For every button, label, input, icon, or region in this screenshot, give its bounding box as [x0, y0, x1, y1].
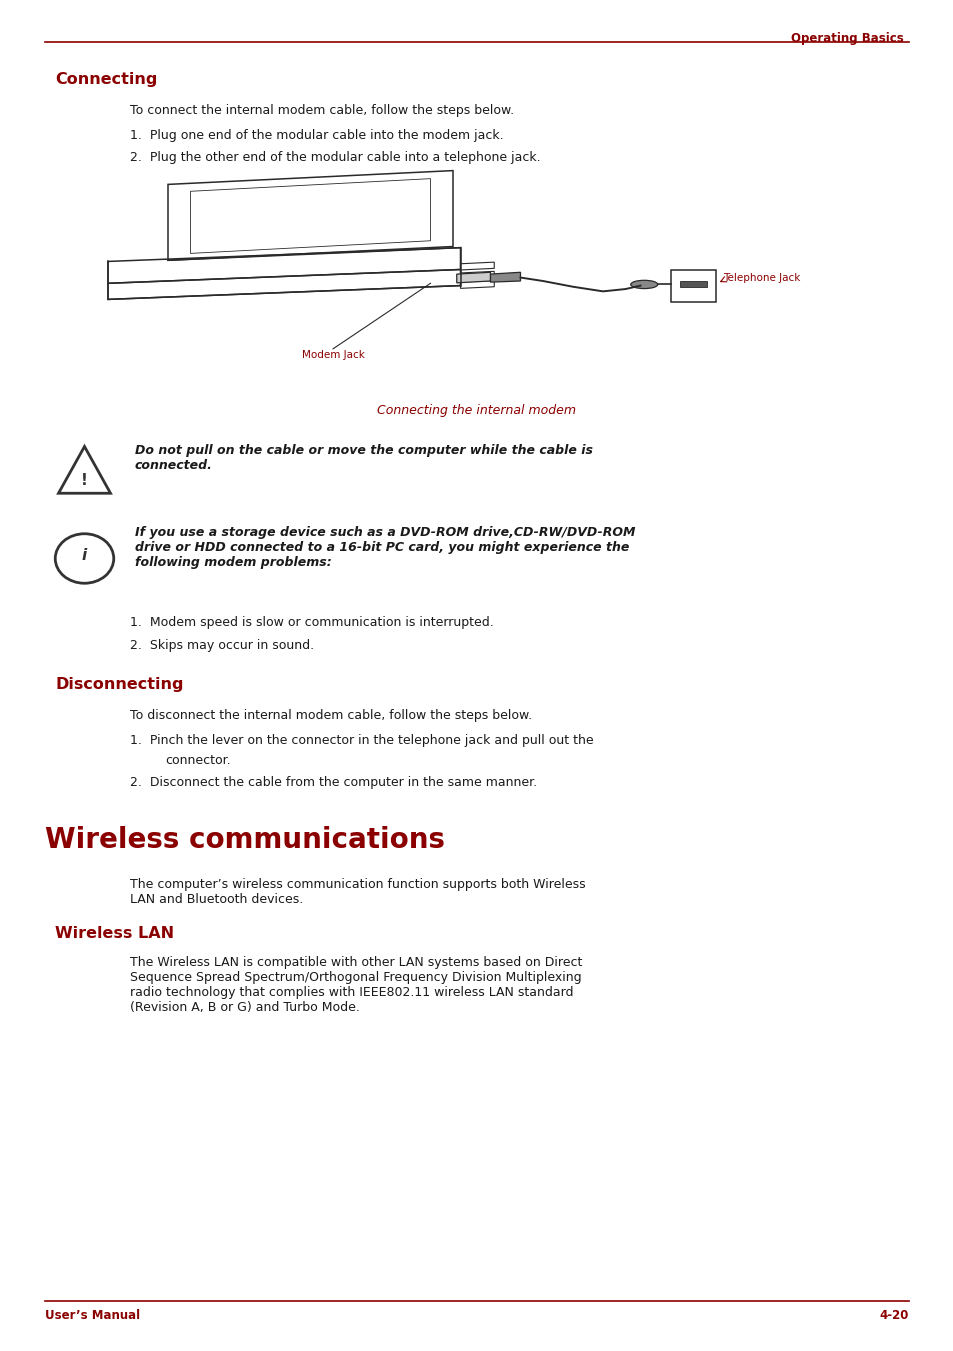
- Text: !: !: [81, 473, 88, 488]
- Text: To connect the internal modem cable, follow the steps below.: To connect the internal modem cable, fol…: [130, 104, 514, 118]
- Text: The Wireless LAN is compatible with other LAN systems based on Direct
Sequence S: The Wireless LAN is compatible with othe…: [130, 957, 581, 1015]
- Text: Connecting the internal modem: Connecting the internal modem: [377, 404, 576, 417]
- Text: If you use a storage device such as a DVD-ROM drive,CD-RW/DVD-ROM
drive or HDD c: If you use a storage device such as a DV…: [135, 526, 635, 569]
- Polygon shape: [679, 281, 706, 288]
- Text: User’s Manual: User’s Manual: [45, 1309, 140, 1323]
- Text: 2.  Disconnect the cable from the computer in the same manner.: 2. Disconnect the cable from the compute…: [130, 775, 537, 789]
- Polygon shape: [456, 273, 490, 282]
- Text: Modem Jack: Modem Jack: [301, 350, 364, 359]
- Text: 1.  Modem speed is slow or communication is interrupted.: 1. Modem speed is slow or communication …: [130, 616, 494, 630]
- Polygon shape: [460, 281, 494, 288]
- Text: i: i: [82, 549, 87, 563]
- Text: The computer’s wireless communication function supports both Wireless
LAN and Bl: The computer’s wireless communication fu…: [130, 878, 585, 907]
- Text: 1.  Plug one end of the modular cable into the modem jack.: 1. Plug one end of the modular cable int…: [130, 128, 503, 142]
- Text: 2.  Plug the other end of the modular cable into a telephone jack.: 2. Plug the other end of the modular cab…: [130, 151, 540, 163]
- Text: 4-20: 4-20: [879, 1309, 908, 1323]
- Text: Do not pull on the cable or move the computer while the cable is
connected.: Do not pull on the cable or move the com…: [135, 444, 593, 471]
- Text: connector.: connector.: [165, 754, 231, 767]
- Text: Wireless communications: Wireless communications: [45, 825, 444, 854]
- Polygon shape: [490, 273, 520, 282]
- Text: Wireless LAN: Wireless LAN: [55, 925, 174, 942]
- Text: Connecting: Connecting: [55, 72, 157, 86]
- Text: 1.  Pinch the lever on the connector in the telephone jack and pull out the: 1. Pinch the lever on the connector in t…: [130, 734, 593, 747]
- Text: 2.  Skips may occur in sound.: 2. Skips may occur in sound.: [130, 639, 314, 653]
- Polygon shape: [460, 272, 494, 280]
- Circle shape: [630, 280, 657, 289]
- Text: To disconnect the internal modem cable, follow the steps below.: To disconnect the internal modem cable, …: [130, 709, 532, 721]
- Text: Operating Basics: Operating Basics: [790, 32, 903, 45]
- Text: Disconnecting: Disconnecting: [55, 677, 183, 692]
- Polygon shape: [460, 262, 494, 270]
- Text: Telephone Jack: Telephone Jack: [722, 273, 800, 282]
